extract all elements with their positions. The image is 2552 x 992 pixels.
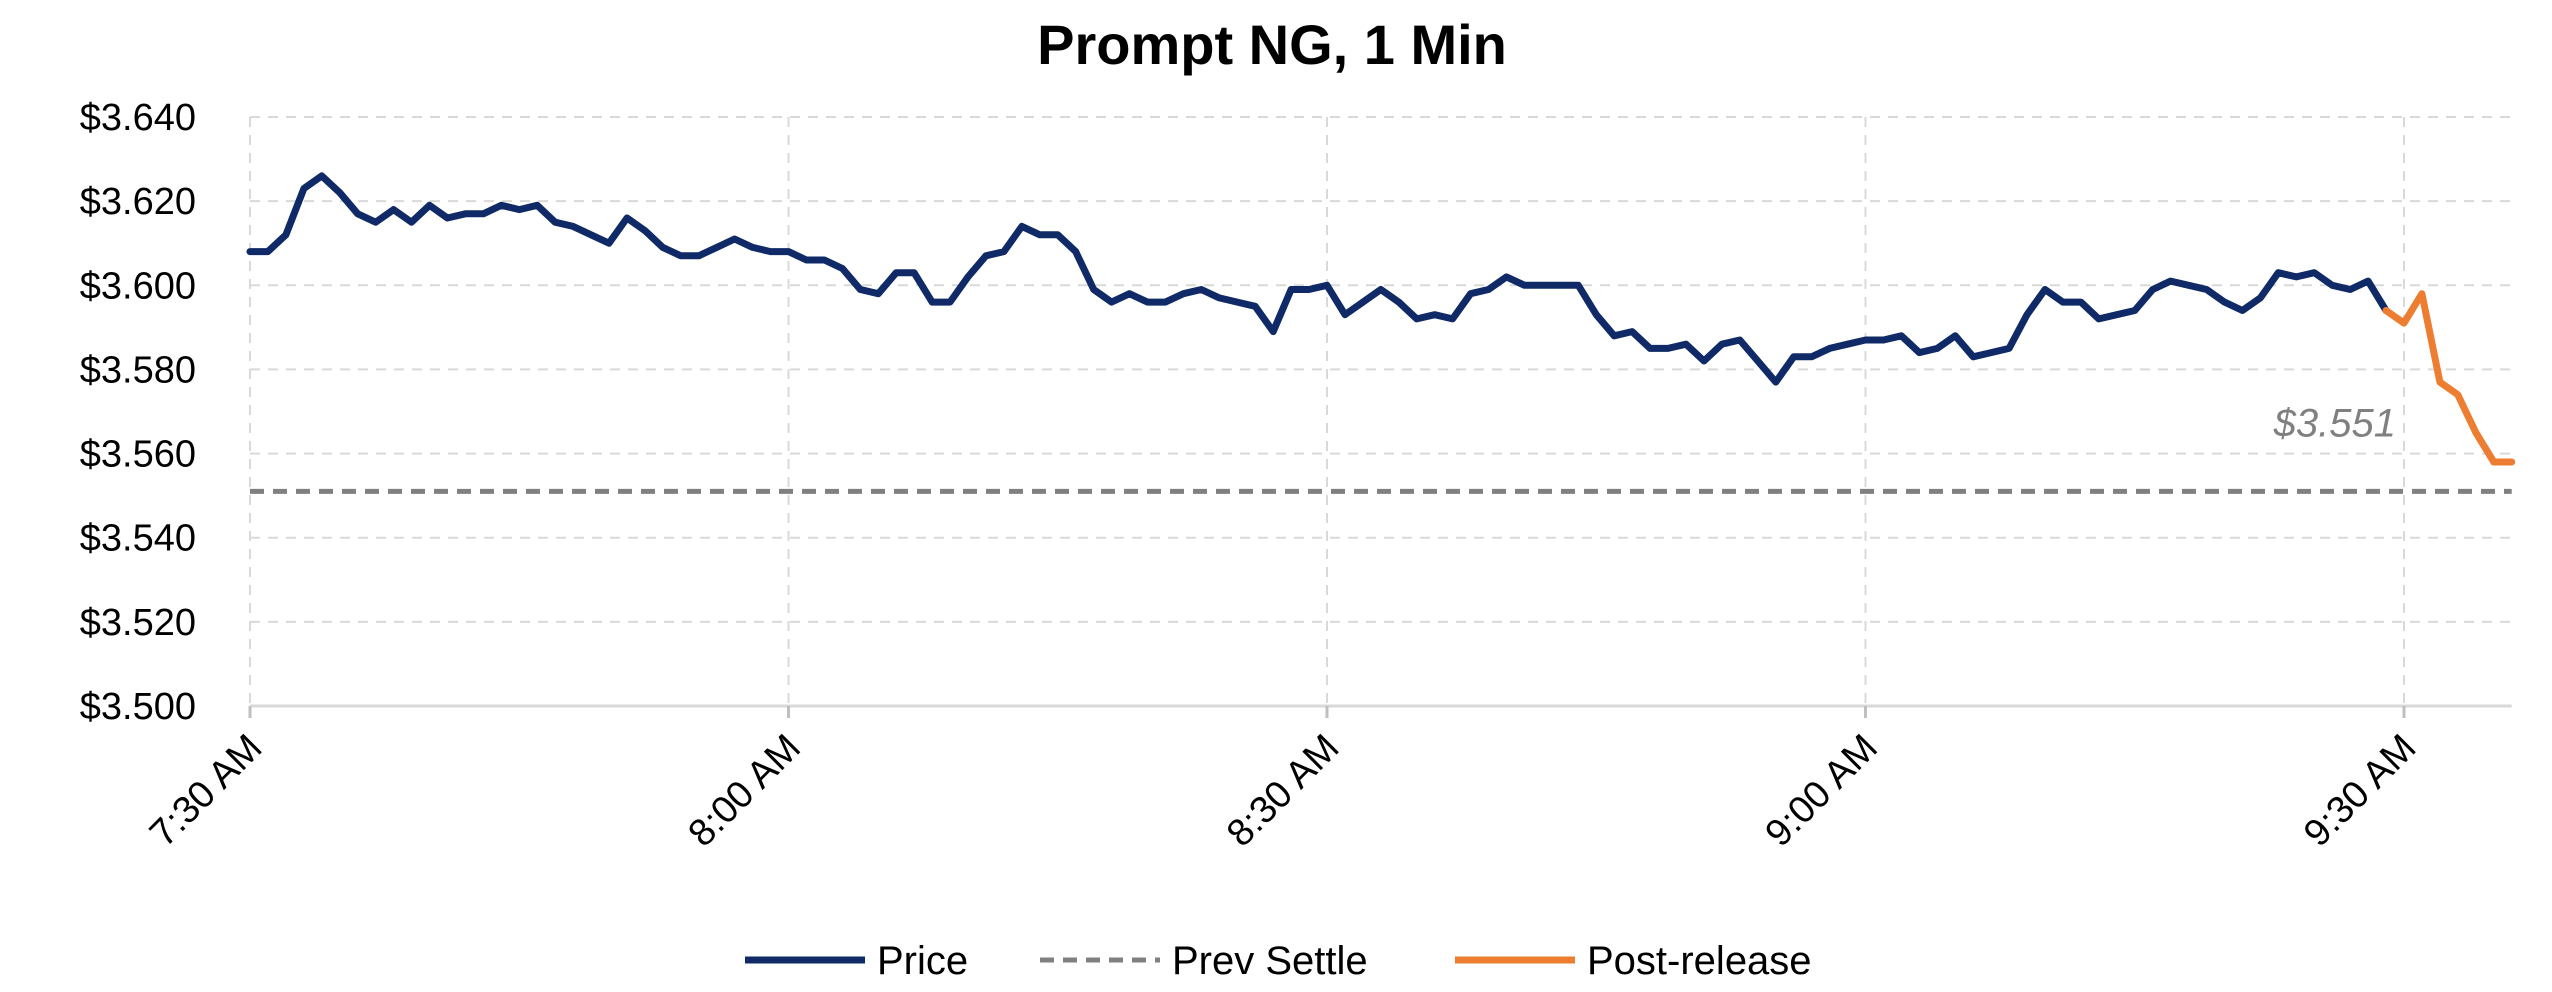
legend-label-prev-settle: Prev Settle [1172,939,1368,983]
chart-title: Prompt NG, 1 Min [1037,13,1507,76]
y-tick-label: $3.500 [80,686,196,728]
x-axis: 7:30 AM 8:00 AM 8:30 AM 9:00 AM 9:30 AM [142,704,2512,855]
y-tick-label: $3.600 [80,265,196,307]
y-tick-label: $3.640 [80,97,196,139]
y-axis: $3.500 $3.520 $3.540 $3.560 $3.580 $3.600 $3.6… [80,97,196,728]
y-tick-label: $3.560 [80,434,196,476]
y-tick-label: $3.540 [80,518,196,560]
y-tick-label: $3.520 [80,602,196,644]
grid [249,116,2512,706]
series-line-post-release [2382,290,2516,466]
prev-settle-label: $3.551 [2273,401,2396,445]
x-tick-label: 7:30 AM [142,727,270,855]
x-tick-label: 8:30 AM [1219,727,1347,855]
legend-label-price: Price [877,939,968,983]
series-group [246,172,2516,494]
legend: Price Prev Settle Post-release [745,939,1812,983]
y-tick-label: $3.580 [80,349,196,391]
x-tick-label: 9:30 AM [2296,727,2424,855]
x-tick-label: 9:00 AM [1758,727,1886,855]
series-line-price [246,172,2390,386]
legend-label-post-release: Post-release [1587,939,1812,983]
y-tick-label: $3.620 [80,181,196,223]
x-tick-label: 8:00 AM [681,727,809,855]
